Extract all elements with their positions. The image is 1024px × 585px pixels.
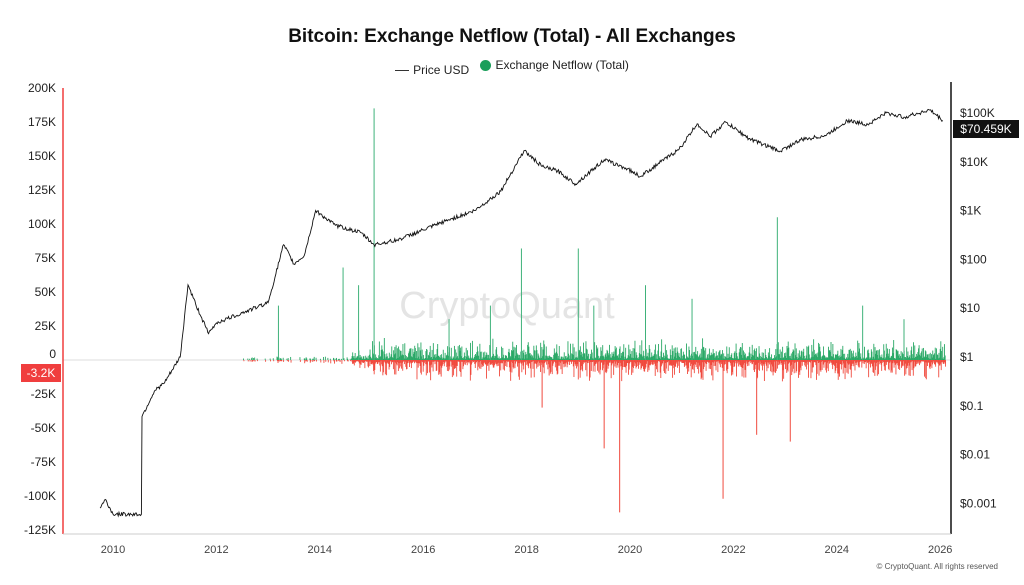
- y-left-tick-label: 150K: [28, 149, 56, 163]
- legend-label: Price USD: [413, 63, 470, 77]
- y-left-tick-label: 75K: [35, 251, 56, 265]
- legend-item-netflow[interactable]: Exchange Netflow (Total): [480, 58, 629, 72]
- x-tick-label: 2022: [721, 544, 745, 556]
- watermark: CryptoQuant: [399, 285, 615, 327]
- dot-swatch-icon: [480, 59, 492, 71]
- y-right-tick-label: $100: [960, 252, 987, 266]
- copyright: © CryptoQuant. All rights reserved: [876, 562, 999, 571]
- y-right-tick-label: $0.01: [960, 448, 990, 462]
- y-left-tick-label: -25K: [31, 387, 56, 401]
- y-left-tick-label: -75K: [31, 455, 56, 469]
- current-netflow-badge: [21, 364, 61, 382]
- y-left-tick-label: -50K: [31, 421, 56, 435]
- y-left-tick-label: 175K: [28, 115, 56, 129]
- price-line: [99, 108, 944, 518]
- x-tick-label: 2018: [514, 544, 538, 556]
- y-right-tick-label: $10: [960, 301, 980, 315]
- current-netflow-label: -3.2K: [27, 366, 56, 380]
- y-left-tick-label: 125K: [28, 183, 56, 197]
- line-swatch-icon: [395, 69, 410, 71]
- x-tick-label: 2010: [101, 544, 125, 556]
- legend: Price USD Exchange Netflow (Total): [0, 58, 1024, 77]
- y-right-tick-label: $0.1: [960, 399, 984, 413]
- y-left-tick-label: 25K: [35, 319, 56, 333]
- y-right-tick-label: $1: [960, 350, 974, 364]
- x-tick-label: 2026: [928, 544, 952, 556]
- legend-label: Exchange Netflow (Total): [495, 58, 629, 72]
- y-left-tick-label: 100K: [28, 217, 56, 231]
- chart-title: Bitcoin: Exchange Netflow (Total) - All …: [288, 26, 736, 47]
- legend-item-price[interactable]: Price USD: [395, 63, 469, 77]
- x-tick-label: 2012: [204, 544, 228, 556]
- y-left-tick-label: -100K: [24, 489, 56, 503]
- y-left-tick-label: 200K: [28, 81, 56, 95]
- current-price-badge: [953, 120, 1019, 138]
- y-right-tick-label: $0.001: [960, 496, 997, 510]
- x-tick-label: 2014: [308, 544, 332, 556]
- y-left-tick-label: -125K: [24, 523, 56, 537]
- y-right-tick-label: $10K: [960, 155, 988, 169]
- y-right-tick-label: $100K: [960, 106, 995, 120]
- y-left-tick-label: 0: [49, 347, 56, 361]
- x-tick-label: 2016: [411, 544, 435, 556]
- y-left-tick-label: 50K: [35, 285, 56, 299]
- x-tick-label: 2020: [618, 544, 642, 556]
- x-tick-label: 2024: [825, 544, 849, 556]
- current-price-label: $70.459K: [960, 122, 1011, 136]
- y-right-tick-label: $1K: [960, 204, 981, 218]
